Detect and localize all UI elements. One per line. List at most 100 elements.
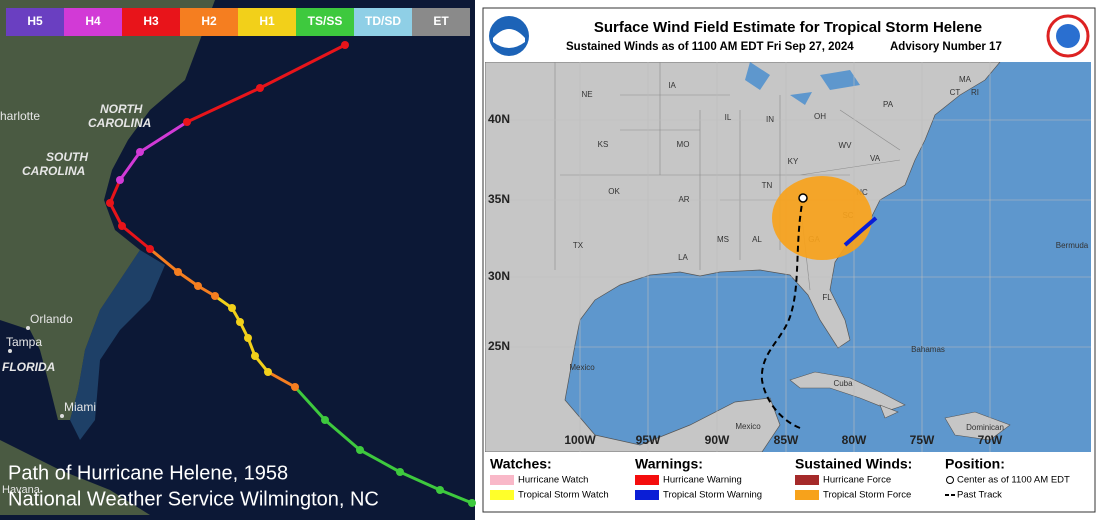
track-segment <box>108 202 124 227</box>
track-point <box>136 148 144 156</box>
legend-swatch <box>490 475 514 485</box>
legend-label: ET <box>433 14 449 28</box>
legend-title: Watches: <box>490 456 552 472</box>
noaa-logo-bird <box>493 29 525 48</box>
place-label: NE <box>581 90 592 99</box>
legend-item: Past Track <box>957 490 1002 501</box>
legend-swatch <box>6 8 64 36</box>
lakes <box>745 62 860 105</box>
map: NEIAILINOHPAKSMOKYWVVAOKARTNNCSCMSALGATX… <box>485 62 1091 452</box>
axis-labels: 40N 35N 30N 25N 100W 95W 90W 85W 80W 75W 70W <box>488 112 1003 447</box>
track-point <box>321 416 329 424</box>
place-label: Tampa <box>6 335 42 349</box>
track-point <box>146 245 154 253</box>
track-segment <box>118 151 142 181</box>
lon-label: 80W <box>842 433 867 447</box>
legend-swatch <box>354 8 412 36</box>
legend-swatch <box>412 8 470 36</box>
legend-title: Position: <box>945 456 1005 472</box>
legend-title: Warnings: <box>635 456 703 472</box>
title: Surface Wind Field Estimate for Tropical… <box>594 19 982 36</box>
lon-label: 70W <box>978 433 1003 447</box>
place-label: AR <box>678 195 689 204</box>
legend-label: H2 <box>201 14 217 28</box>
legend-title: Sustained Winds: <box>795 456 912 472</box>
place-label: PA <box>883 100 894 109</box>
land <box>0 0 215 420</box>
lon-label: 85W <box>774 433 799 447</box>
place-label: KY <box>788 157 799 166</box>
legend <box>485 452 1091 510</box>
track-segment <box>108 179 122 204</box>
place-label: CAROLINA <box>22 164 85 178</box>
nws-logo-inner <box>1056 24 1080 48</box>
track-segment <box>139 120 188 154</box>
legend-swatch <box>795 475 819 485</box>
place-label: Miami <box>64 400 96 414</box>
place-label: CT <box>950 88 961 97</box>
track-point <box>396 468 404 476</box>
track-segment <box>399 470 441 492</box>
place-label: CAROLINA <box>88 116 151 130</box>
shelf <box>70 200 165 440</box>
place-label: KS <box>598 140 609 149</box>
track-point <box>106 199 114 207</box>
legend-item: Hurricane Force <box>823 475 891 486</box>
place-dot <box>60 414 64 418</box>
track-point <box>211 292 219 300</box>
place-label: Orlando <box>30 312 73 326</box>
legend-swatch <box>635 475 659 485</box>
track-segment <box>259 43 346 90</box>
legend-item: Tropical Storm Force <box>823 490 911 501</box>
track-segment <box>177 270 199 288</box>
place-label: RI <box>971 88 979 97</box>
track-point <box>264 368 272 376</box>
lat-label: 30N <box>488 269 510 283</box>
place-label: VA <box>870 154 881 163</box>
place-label: OK <box>608 187 620 196</box>
track-segment <box>267 370 296 389</box>
legend-label: H5 <box>27 14 43 28</box>
track-point <box>174 268 182 276</box>
places: harlotte NORTHCAROLINASOUTHCAROLINAOrland… <box>0 102 151 496</box>
lat-label: 35N <box>488 192 510 206</box>
place-label: Bermuda <box>1056 241 1089 250</box>
track-point <box>244 334 252 342</box>
caption-line: National Weather Service Wilmington, NC <box>8 488 379 510</box>
land <box>485 62 1001 452</box>
legend-label: H4 <box>85 14 101 28</box>
legend-item: Hurricane Watch <box>518 475 588 486</box>
place-label: WV <box>839 141 853 150</box>
place-label: MS <box>717 235 729 244</box>
place-dot <box>8 349 12 353</box>
place-label: MO <box>677 140 690 149</box>
place-label: OH <box>814 112 826 121</box>
track-segment <box>324 418 361 452</box>
advisory: Advisory Number 17 <box>890 41 1002 53</box>
legend-swatch <box>795 490 819 500</box>
track-segment <box>293 385 327 422</box>
legend-item: Tropical Storm Watch <box>518 490 609 501</box>
place-label: TX <box>573 241 584 250</box>
place-label: Dominican <box>966 423 1004 432</box>
track-point <box>118 222 126 230</box>
track-point <box>436 486 444 494</box>
place-label: FL <box>822 293 832 302</box>
track-segment <box>121 224 151 251</box>
legend-swatch <box>296 8 354 36</box>
place-label: NC <box>856 188 868 197</box>
place-label: TN <box>762 181 773 190</box>
caption-line: Path of Hurricane Helene, 1958 <box>8 462 288 484</box>
track-point <box>468 499 476 507</box>
legend-center <box>946 476 954 484</box>
legend-swatch <box>490 490 514 500</box>
lon-label: 75W <box>910 433 935 447</box>
past-track <box>760 197 804 429</box>
legend-swatch <box>180 8 238 36</box>
track-segment <box>439 488 473 505</box>
place-label: Mexico <box>735 422 761 431</box>
tropical-storm-warning <box>843 216 878 247</box>
storm-center <box>798 193 808 203</box>
legend-item: Tropical Storm Warning <box>663 490 762 501</box>
